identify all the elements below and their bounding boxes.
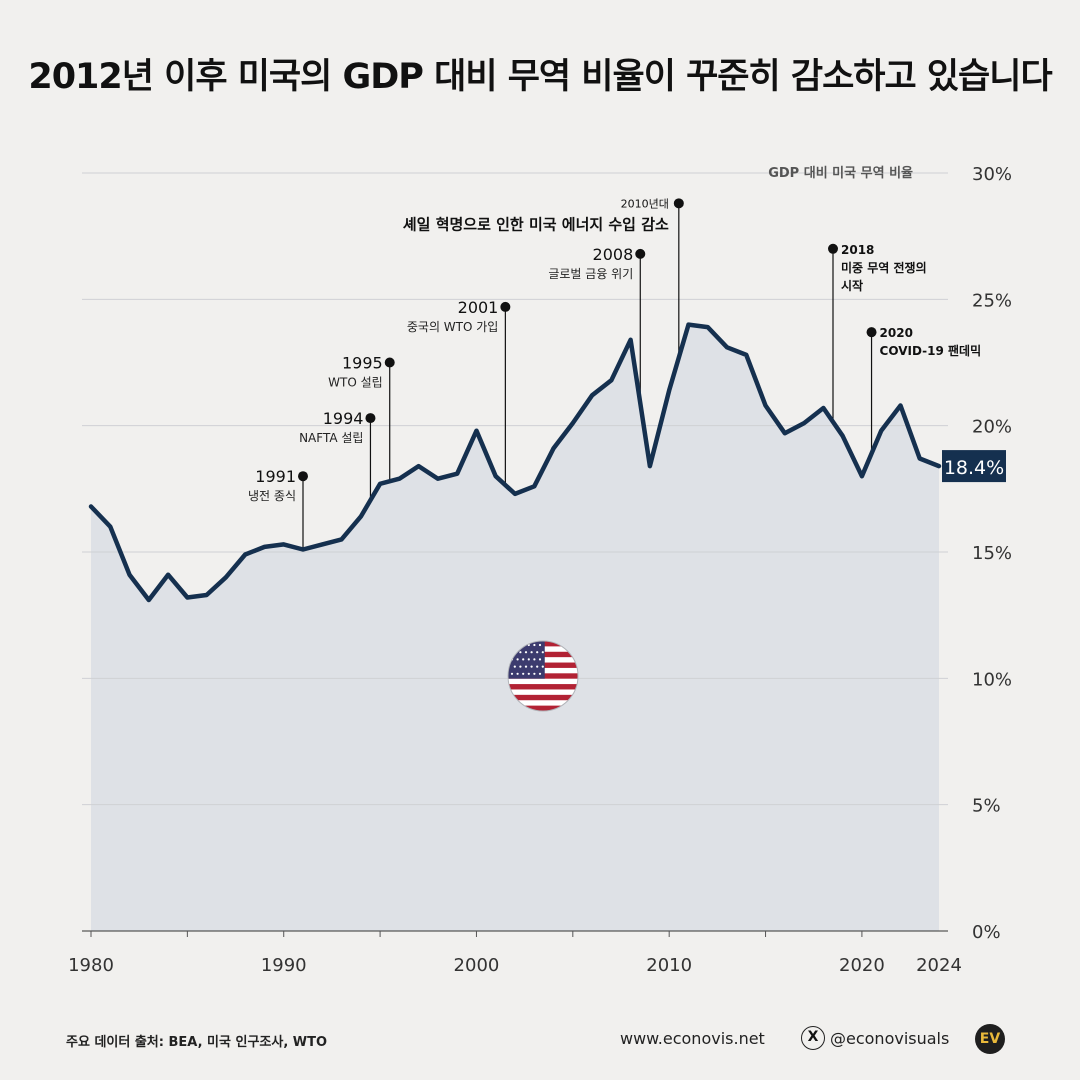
y-tick-label: 5% xyxy=(972,796,1001,817)
annotation-year: 2018 xyxy=(841,243,874,257)
data-point xyxy=(417,465,420,468)
data-point xyxy=(533,485,536,488)
series-line xyxy=(88,322,942,603)
annotation-year: 2008 xyxy=(593,245,634,264)
data-point xyxy=(147,599,150,602)
annotation-dot xyxy=(866,327,877,338)
y-tick-label: 25% xyxy=(972,290,1012,311)
data-point xyxy=(109,525,112,528)
data-point xyxy=(398,477,401,480)
data-point xyxy=(205,593,208,596)
x-tick-label: 2010 xyxy=(646,955,692,976)
data-point xyxy=(726,346,729,349)
page-title: 2012년 이후 미국의 GDP 대비 무역 비율이 꾸준히 감소하고 있습니다 xyxy=(28,57,1052,97)
x-tick-label: 1980 xyxy=(68,955,114,976)
annotation-dot xyxy=(828,243,838,254)
data-point xyxy=(340,538,343,541)
data-point xyxy=(860,475,863,478)
annotation-text: 냉전 종식 xyxy=(248,489,296,503)
annotation-year: 1994 xyxy=(323,409,364,428)
data-point xyxy=(648,465,651,468)
x-tick-label: 2024 xyxy=(916,955,962,976)
data-point xyxy=(764,404,767,407)
last-value-label: 18.4% xyxy=(944,457,1004,479)
annotation-dot xyxy=(673,198,684,209)
data-point xyxy=(128,573,131,576)
data-point xyxy=(803,422,806,425)
data-point xyxy=(822,406,825,409)
y-tick-label: 30% xyxy=(972,164,1012,185)
data-point xyxy=(668,389,671,392)
annotation-year: 2010년대 xyxy=(621,197,669,210)
data-point xyxy=(591,394,594,397)
data-point xyxy=(880,429,883,432)
x-tick-label: 2020 xyxy=(839,955,885,976)
series-label: GDP 대비 미국 무역 비율 xyxy=(768,165,913,181)
data-point xyxy=(783,432,786,435)
data-point xyxy=(302,548,305,551)
area-fill xyxy=(91,324,939,932)
data-point xyxy=(494,475,497,478)
annotation-text: 셰일 혁명으로 인한 미국 에너지 수입 감소 xyxy=(403,215,669,233)
x-tick-label: 1990 xyxy=(261,955,307,976)
y-tick-label: 0% xyxy=(972,922,1001,943)
data-point xyxy=(321,543,324,546)
annotation-text: NAFTA 설립 xyxy=(299,431,363,445)
annotation-text: 미중 무역 전쟁의 xyxy=(841,260,927,275)
annotation-text: COVID-19 팬데믹 xyxy=(880,343,982,358)
data-point xyxy=(745,353,748,356)
y-tick-label: 15% xyxy=(972,543,1012,564)
annotation-dot xyxy=(500,301,511,312)
annotation-text: WTO 설립 xyxy=(328,376,383,390)
econovis-logo: EV xyxy=(975,1024,1005,1054)
data-point xyxy=(379,482,382,485)
data-point xyxy=(841,434,844,437)
data-point xyxy=(224,576,227,579)
x-logo-icon: X xyxy=(801,1026,825,1050)
data-point xyxy=(186,596,189,599)
data-point xyxy=(244,553,247,556)
data-point xyxy=(263,545,266,548)
annotation-year: 1991 xyxy=(255,467,296,486)
x-tick-label: 2000 xyxy=(454,955,500,976)
website-link[interactable]: www.econovis.net xyxy=(620,1029,765,1048)
data-point xyxy=(456,472,459,475)
annotation-dot xyxy=(635,248,646,259)
annotation-text: 글로벌 금융 위기 xyxy=(548,267,633,281)
flag-border xyxy=(507,640,579,712)
data-point xyxy=(514,492,517,495)
data-point xyxy=(282,543,285,546)
data-point xyxy=(706,326,709,329)
annotation-text: 중국의 WTO 가입 xyxy=(407,320,498,334)
data-point xyxy=(475,429,478,432)
annotation-year: 2020 xyxy=(880,326,913,340)
data-point xyxy=(359,515,362,518)
y-tick-label: 10% xyxy=(972,669,1012,690)
annotation-dot xyxy=(384,357,395,368)
annotation-text: 시작 xyxy=(841,278,863,293)
annotation-year: 1995 xyxy=(342,354,383,373)
data-point xyxy=(687,323,690,326)
annotation-dot xyxy=(365,413,376,424)
us-flag-icon xyxy=(508,641,578,711)
social-handle[interactable]: @econovisuals xyxy=(830,1029,950,1048)
data-point xyxy=(571,422,574,425)
last-value-badge xyxy=(942,450,1006,483)
annotation-dot xyxy=(298,471,308,482)
data-point xyxy=(629,338,632,341)
data-source: 주요 데이터 출처: BEA, 미국 인구조사, WTO xyxy=(66,1035,328,1050)
data-point xyxy=(167,573,170,576)
data-point xyxy=(899,404,902,407)
annotation-year: 2001 xyxy=(458,298,499,317)
data-point xyxy=(918,457,921,460)
data-point xyxy=(610,379,613,382)
y-tick-label: 20% xyxy=(972,417,1012,438)
data-point xyxy=(90,505,93,508)
data-point xyxy=(938,465,941,468)
data-point xyxy=(552,447,555,450)
data-point xyxy=(436,477,439,480)
